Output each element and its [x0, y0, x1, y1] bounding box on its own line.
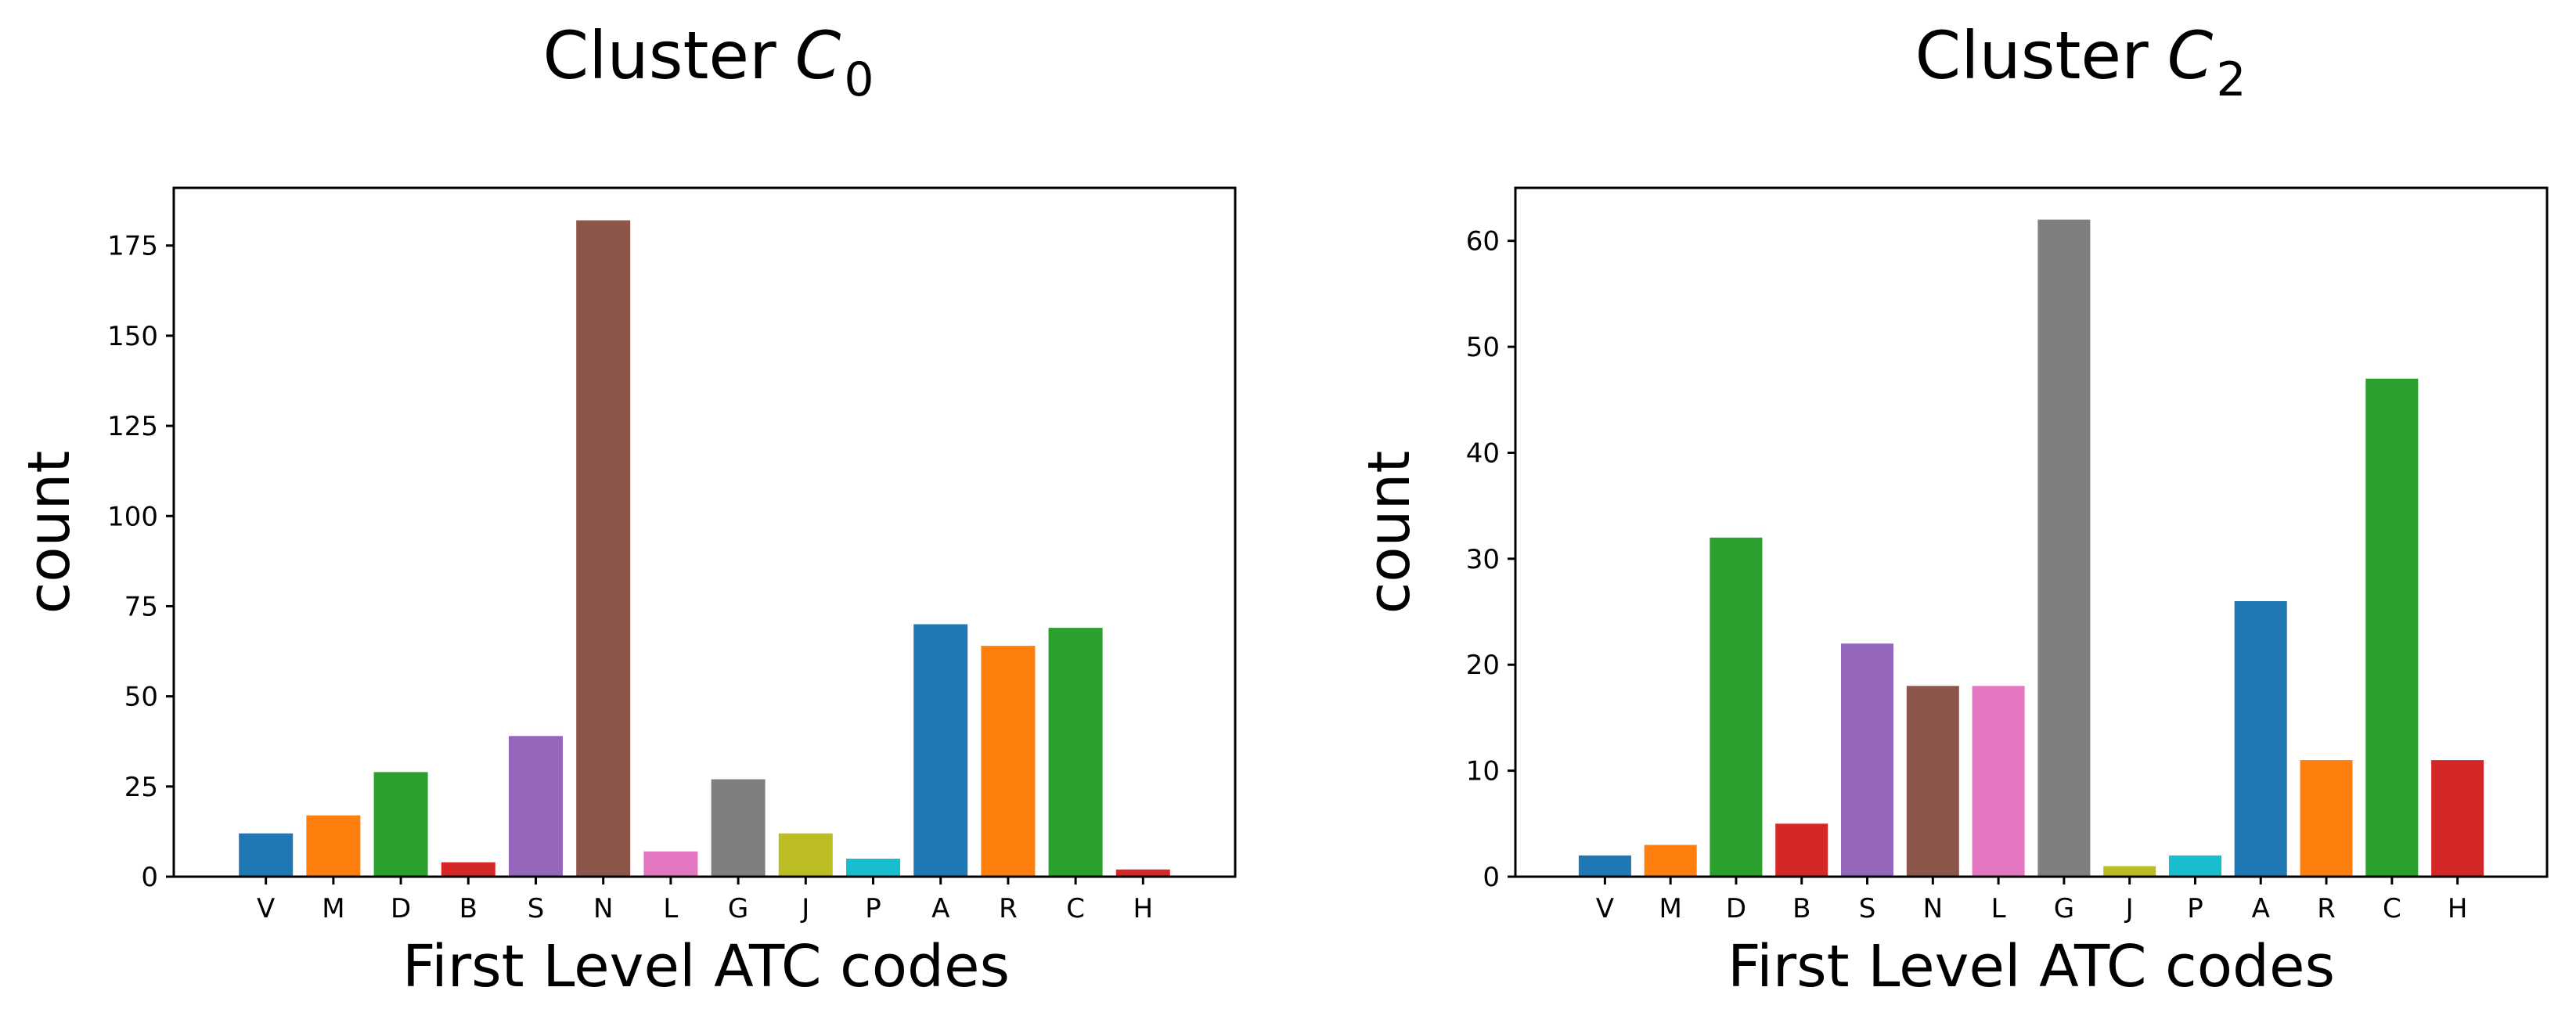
- bar-P: [2169, 855, 2221, 877]
- bar-C: [2365, 378, 2419, 877]
- chart-cluster-c2: Cluster C 2 count First Level ATC codes …: [1356, 17, 2549, 1000]
- bar-H: [1115, 869, 1170, 877]
- bar-B: [1775, 823, 1828, 877]
- x-tick-label: L: [663, 893, 678, 924]
- plot-area: V M D B S N L G J P A R C H 0 10 20 30 40 50 60: [1466, 186, 2549, 924]
- bar-S: [1841, 643, 1893, 877]
- bar-G: [2037, 219, 2091, 877]
- chart-title-symbol: C: [2167, 17, 2214, 94]
- y-tick-label: 25: [124, 772, 158, 803]
- bar-M: [1644, 845, 1697, 877]
- x-tick-label: G: [728, 893, 748, 924]
- x-tick-label: A: [2252, 893, 2270, 924]
- y-axis-label: count: [16, 451, 83, 614]
- chart-title-subscript: 0: [844, 52, 874, 107]
- x-tick-label: R: [999, 893, 1018, 924]
- y-tick-label: 30: [1466, 544, 1500, 575]
- bar-P: [846, 859, 900, 877]
- y-tick-label: 75: [124, 591, 158, 622]
- bar-C: [1048, 628, 1103, 877]
- bar-V: [239, 833, 294, 877]
- x-tick-label: R: [2317, 893, 2336, 924]
- y-tick-label: 0: [1483, 862, 1500, 893]
- x-tick-label: S: [528, 893, 545, 924]
- y-tick-label: 150: [107, 321, 158, 352]
- bar-S: [509, 736, 563, 877]
- bar-D: [1710, 537, 1763, 877]
- bar-R: [2300, 760, 2353, 877]
- bar-B: [441, 862, 495, 877]
- y-tick-label: 50: [124, 682, 158, 713]
- bar-A: [2234, 601, 2287, 877]
- chart-title: Cluster C 0: [543, 17, 874, 107]
- x-tick-label: V: [1596, 893, 1614, 924]
- bar-L: [643, 851, 698, 877]
- bar-N: [576, 220, 631, 877]
- x-tick-label: B: [459, 893, 477, 924]
- bar-J: [778, 833, 833, 877]
- x-tick-label: M: [1659, 893, 1681, 924]
- chart-title-symbol: C: [795, 17, 841, 94]
- x-tick-label: J: [2124, 893, 2134, 924]
- x-axis-label: First Level ATC codes: [1728, 933, 2335, 1000]
- x-tick-label: P: [865, 893, 881, 924]
- y-tick-label: 10: [1466, 756, 1500, 787]
- y-axis-label: count: [1356, 451, 1423, 614]
- x-tick-label: V: [257, 893, 275, 924]
- bar-R: [981, 646, 1036, 877]
- bar-M: [306, 815, 361, 877]
- bar-J: [2103, 866, 2156, 877]
- plot-area: V M D B S N L G J P A R C H 0 25 50 75 100 125 150 175: [107, 186, 1237, 924]
- y-tick-label: 60: [1466, 226, 1500, 258]
- bar-A: [913, 624, 968, 877]
- chart-title-main: Cluster: [543, 17, 777, 94]
- x-tick-label: B: [1792, 893, 1810, 924]
- y-tick-label: 50: [1466, 332, 1500, 363]
- bar-L: [1972, 686, 2025, 877]
- x-tick-label: P: [2187, 893, 2203, 924]
- x-tick-label: A: [931, 893, 949, 924]
- x-tick-label: D: [391, 893, 411, 924]
- x-tick-label: G: [2054, 893, 2074, 924]
- y-tick-label: 20: [1466, 650, 1500, 681]
- x-tick-label: M: [322, 893, 344, 924]
- x-tick-label: H: [2448, 893, 2468, 924]
- chart-title: Cluster C 2: [1915, 17, 2246, 107]
- x-tick-label: H: [1133, 893, 1154, 924]
- y-tick-label: 0: [141, 862, 158, 893]
- y-tick-label: 125: [107, 411, 158, 442]
- x-tick-label: L: [1991, 893, 2006, 924]
- x-tick-label: J: [800, 893, 809, 924]
- x-tick-label: N: [593, 893, 613, 924]
- chart-title-subscript: 2: [2216, 52, 2246, 107]
- x-tick-label: N: [1923, 893, 1943, 924]
- y-tick-label: 100: [107, 501, 158, 532]
- y-tick-label: 40: [1466, 438, 1500, 469]
- y-tick-label: 175: [107, 231, 158, 262]
- plot-frame: [172, 186, 1237, 878]
- bar-G: [711, 779, 766, 877]
- x-tick-label: D: [1726, 893, 1746, 924]
- chart-title-main: Cluster: [1915, 17, 2149, 94]
- chart-cluster-c0: Cluster C 0 count First Level ATC codes …: [16, 17, 1237, 1000]
- x-tick-label: C: [2383, 893, 2401, 924]
- bar-H: [2431, 760, 2484, 877]
- bar-V: [1578, 855, 1631, 877]
- bar-D: [373, 772, 428, 877]
- x-axis-label: First Level ATC codes: [402, 933, 1010, 1000]
- bar-N: [1906, 686, 1959, 877]
- x-tick-label: C: [1066, 893, 1085, 924]
- x-tick-label: S: [1859, 893, 1876, 924]
- plot-frame: [1514, 186, 2549, 878]
